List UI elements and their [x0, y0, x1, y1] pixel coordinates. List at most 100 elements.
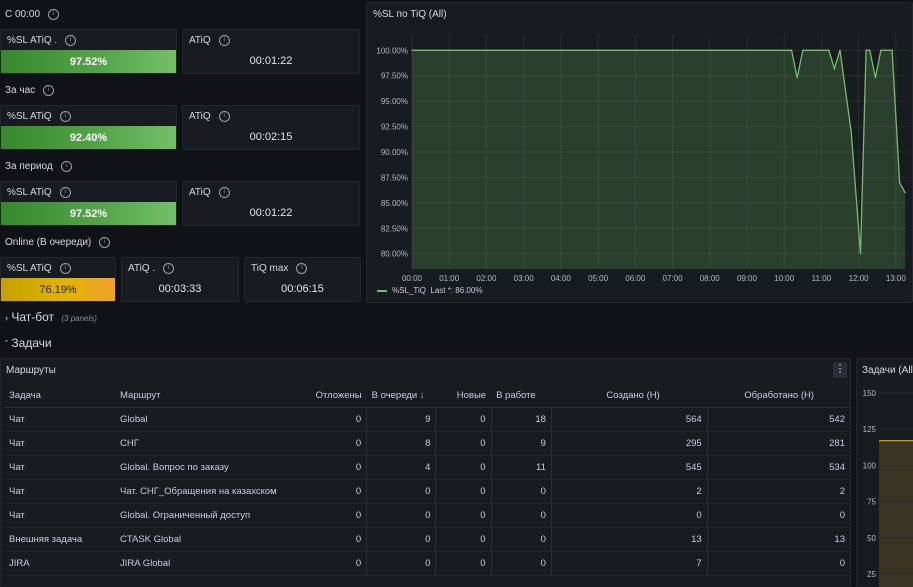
cell-route: Global. Ограниченный доступ: [115, 503, 301, 528]
panel-title: ATiQ: [189, 111, 211, 123]
data-point: [859, 253, 862, 255]
column-header[interactable]: Отложены: [300, 383, 367, 408]
info-icon[interactable]: i: [65, 35, 77, 46]
tasks-chart: 150 125 100 75 50 25: [863, 389, 913, 587]
x-tick-label: 06:00: [625, 274, 646, 283]
sl-stat-panel[interactable]: %SL ATiQ . i 97.52%: [0, 29, 177, 74]
y-tick-label: 97.50%: [381, 72, 408, 81]
column-header[interactable]: В работе: [491, 383, 552, 408]
panel-menu-icon[interactable]: ⋮: [833, 362, 847, 378]
row-header-chatbot[interactable]: › Чат-бот (3 panels): [5, 310, 97, 324]
atiq-value: 00:03:33: [158, 283, 202, 295]
sl-time-series-chart: 100.00% 97.50% 95.00% 92.50% 90.00% 87.50% 85.…: [376, 35, 907, 283]
cell-route: Чат. СНГ_Обращения на казахском: [115, 479, 301, 504]
y-tick-label: 82.50%: [381, 224, 408, 233]
data-point: [802, 49, 804, 51]
column-header[interactable]: Задача: [4, 383, 116, 408]
sl-value-bar: 97.52%: [1, 50, 176, 73]
cell-task: Чат: [4, 503, 116, 528]
info-icon[interactable]: i: [59, 187, 71, 198]
section-label-hour: За час i: [5, 85, 55, 96]
x-tick-label: 12:00: [849, 274, 870, 283]
x-tick-label: 05:00: [588, 274, 609, 283]
y-tick-label: 100.00%: [376, 46, 408, 55]
y-tick-label: 100: [863, 461, 877, 470]
x-tick-label: 08:00: [700, 274, 721, 283]
panel-title: ATiQ: [189, 187, 211, 199]
panel-title: %SL ATiQ: [7, 187, 52, 199]
online-atiq-stat-panel[interactable]: ATiQ . i 00:03:33: [121, 257, 239, 302]
cell-created: 2: [550, 479, 708, 504]
cell-queued: 0: [366, 479, 436, 504]
y-tick-label: 87.50%: [381, 173, 408, 182]
online-tiq-max-stat-panel[interactable]: TiQ max i 00:06:15: [244, 257, 361, 302]
column-header[interactable]: Новые: [435, 383, 492, 408]
sl-chart-panel[interactable]: %SL по TiQ (All) 100.00% 97.50% 95.00% 92.5…: [366, 2, 913, 303]
legend-swatch: [377, 289, 387, 292]
y-tick-label: 25: [867, 570, 876, 579]
info-icon[interactable]: i: [60, 161, 72, 172]
column-header[interactable]: Создано (Н): [551, 383, 708, 408]
cell-task: Чат: [4, 431, 116, 456]
data-point: [874, 77, 876, 79]
data-point: [796, 77, 798, 79]
panel-title: %SL по TiQ (All): [373, 9, 447, 20]
info-icon[interactable]: i: [296, 263, 308, 274]
info-icon[interactable]: i: [59, 263, 71, 274]
cell-queued: 0: [366, 551, 436, 576]
info-icon[interactable]: i: [43, 85, 55, 96]
cell-created: 13: [550, 527, 708, 552]
routes-table: Задача Маршрут Отложены В очереди ↓ Новы…: [4, 383, 850, 576]
y-tick-label: 80.00%: [381, 250, 408, 259]
table-row: Чат Global. Вопрос по заказу 0 4 0 11 545 534: [4, 455, 850, 480]
online-sl-stat-panel[interactable]: %SL ATiQ i 76.19%: [0, 257, 116, 302]
y-tick-label: 50: [867, 534, 876, 543]
cell-new: 0: [435, 479, 492, 504]
legend-last-value: Last *: 86.00%: [430, 286, 483, 295]
routes-table-panel[interactable]: Маршруты ⋮ Задача Маршрут Отложены В оче…: [0, 358, 851, 587]
info-icon[interactable]: i: [218, 111, 230, 122]
atiq-stat-panel[interactable]: ATiQ i 00:01:22: [182, 29, 360, 74]
cell-deferred: 0: [300, 407, 368, 432]
cell-processed: 542: [706, 407, 850, 432]
cell-new: 0: [435, 503, 492, 528]
info-icon[interactable]: i: [218, 187, 230, 198]
info-icon[interactable]: i: [59, 111, 71, 122]
cell-queued: 0: [366, 503, 436, 528]
chevron-right-icon: ›: [5, 313, 8, 323]
tiq-max-value: 00:06:15: [281, 283, 324, 295]
sl-stat-panel[interactable]: %SL ATiQ i 97.52%: [0, 181, 177, 226]
tasks-chart-panel[interactable]: Задачи (All) 150 125 100 75 50 25: [856, 358, 913, 587]
info-icon[interactable]: i: [218, 35, 230, 46]
atiq-stat-panel[interactable]: ATiQ i 00:02:15: [182, 105, 360, 150]
data-point: [820, 49, 822, 51]
sl-value-bar: 97.52%: [1, 202, 176, 225]
data-point: [865, 49, 867, 51]
data-point: [880, 49, 882, 51]
y-tick-label: 75: [867, 498, 876, 507]
atiq-stat-panel[interactable]: ATiQ i 00:01:22: [182, 181, 360, 226]
info-icon[interactable]: i: [163, 263, 175, 274]
column-header[interactable]: Обработано (Н): [707, 383, 850, 408]
cell-processed: 0: [706, 551, 850, 576]
x-tick-label: 03:00: [514, 274, 535, 283]
column-header-sorted[interactable]: В очереди ↓: [366, 383, 436, 408]
cell-deferred: 0: [300, 455, 368, 480]
panel-title: ATiQ: [189, 35, 211, 47]
cell-route: Global: [115, 407, 301, 432]
row-title: Задачи: [11, 336, 52, 350]
sl-stat-panel[interactable]: %SL ATiQ i 92.40%: [0, 105, 177, 150]
cell-in-progress: 11: [490, 455, 552, 480]
info-icon[interactable]: i: [48, 9, 60, 20]
cell-created: 0: [550, 503, 708, 528]
chart-legend[interactable]: %SL_TiQ Last *: 86.00%: [377, 286, 482, 295]
column-header[interactable]: Маршрут: [115, 383, 301, 408]
x-tick-label: 09:00: [737, 274, 758, 283]
cell-new: 0: [435, 455, 492, 480]
y-tick-label: 85.00%: [381, 199, 408, 208]
info-icon[interactable]: i: [99, 237, 111, 248]
panel-title: %SL ATiQ: [7, 263, 52, 275]
cell-deferred: 0: [300, 503, 368, 528]
series-area: [412, 50, 906, 269]
row-header-tasks[interactable]: ˇ Задачи: [5, 336, 52, 350]
